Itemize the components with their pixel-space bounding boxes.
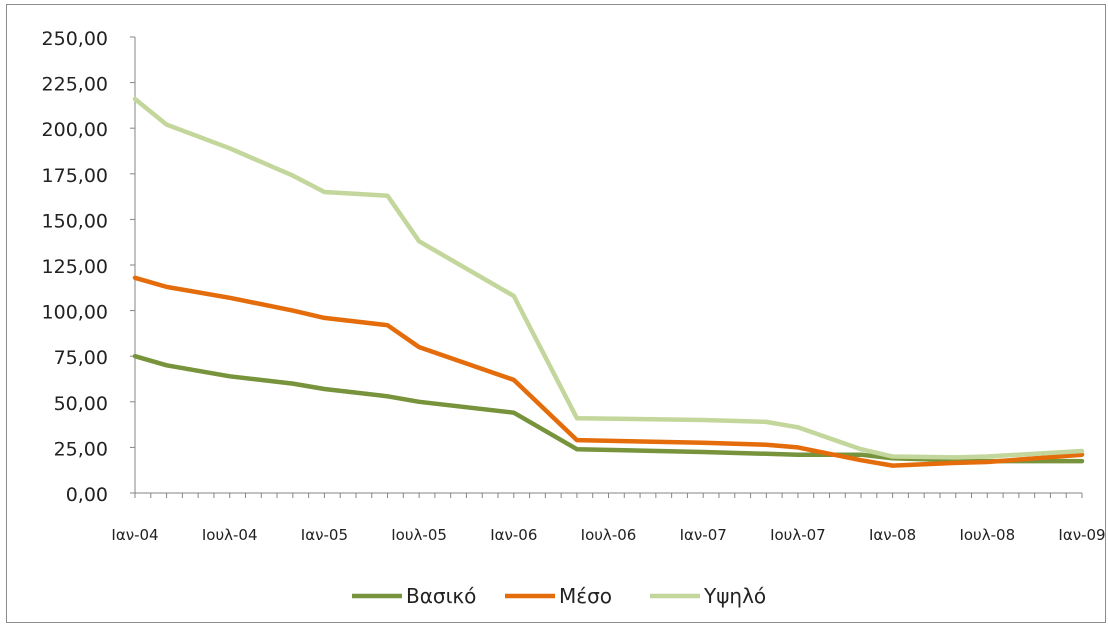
legend-label-1: Βασικό: [406, 584, 476, 608]
x-tick-label: Ιαν-09: [1058, 526, 1105, 544]
x-tick-label: Ιουλ-05: [391, 526, 447, 544]
y-tick-label: 250,00: [42, 28, 108, 50]
y-tick-label: 0,00: [66, 484, 108, 506]
y-tick-label: 75,00: [54, 347, 108, 369]
x-tick-label: Ιαν-05: [301, 526, 348, 544]
series-line-2: [132, 275, 1085, 468]
x-tick-label: Ιαν-07: [680, 526, 727, 544]
series-line-1: [132, 353, 1085, 464]
x-tick-label: Ιουλ-07: [770, 526, 826, 544]
x-tick-label: Ιουλ-08: [959, 526, 1015, 544]
legend: Βασικό Μέσο Υψηλό: [352, 584, 766, 608]
x-tick-label: Ιαν-08: [869, 526, 916, 544]
x-tick-label: Ιουλ-06: [581, 526, 637, 544]
y-tick-label: 25,00: [54, 438, 108, 460]
series-line-3: [132, 96, 1085, 460]
y-tick-label: 175,00: [42, 165, 108, 187]
x-tick-label: Ιουλ-04: [202, 526, 258, 544]
y-tick-label: 125,00: [42, 256, 108, 278]
series-lines: [132, 96, 1085, 468]
x-tick-label: Ιαν-04: [111, 526, 158, 544]
y-tick-label: 100,00: [42, 302, 108, 324]
y-tick-label: 50,00: [54, 393, 108, 415]
y-tick-label: 225,00: [42, 74, 108, 96]
legend-label-2: Μέσο: [559, 584, 612, 608]
x-axis: Ιαν-04 Ιουλ-04 Ιαν-05 Ιουλ-05 Ιαν-06 Ιουλ-06 Ι…: [111, 492, 1106, 544]
y-axis: 0,00 25,00 50,00 75,00 100,00 125,00 150,00 175…: [42, 28, 136, 506]
legend-label-3: Υψηλό: [703, 584, 766, 608]
y-tick-label: 200,00: [42, 119, 108, 141]
y-tick-label: 150,00: [42, 210, 108, 232]
chart-frame: [6, 4, 1106, 623]
x-tick-label: Ιαν-06: [490, 526, 537, 544]
